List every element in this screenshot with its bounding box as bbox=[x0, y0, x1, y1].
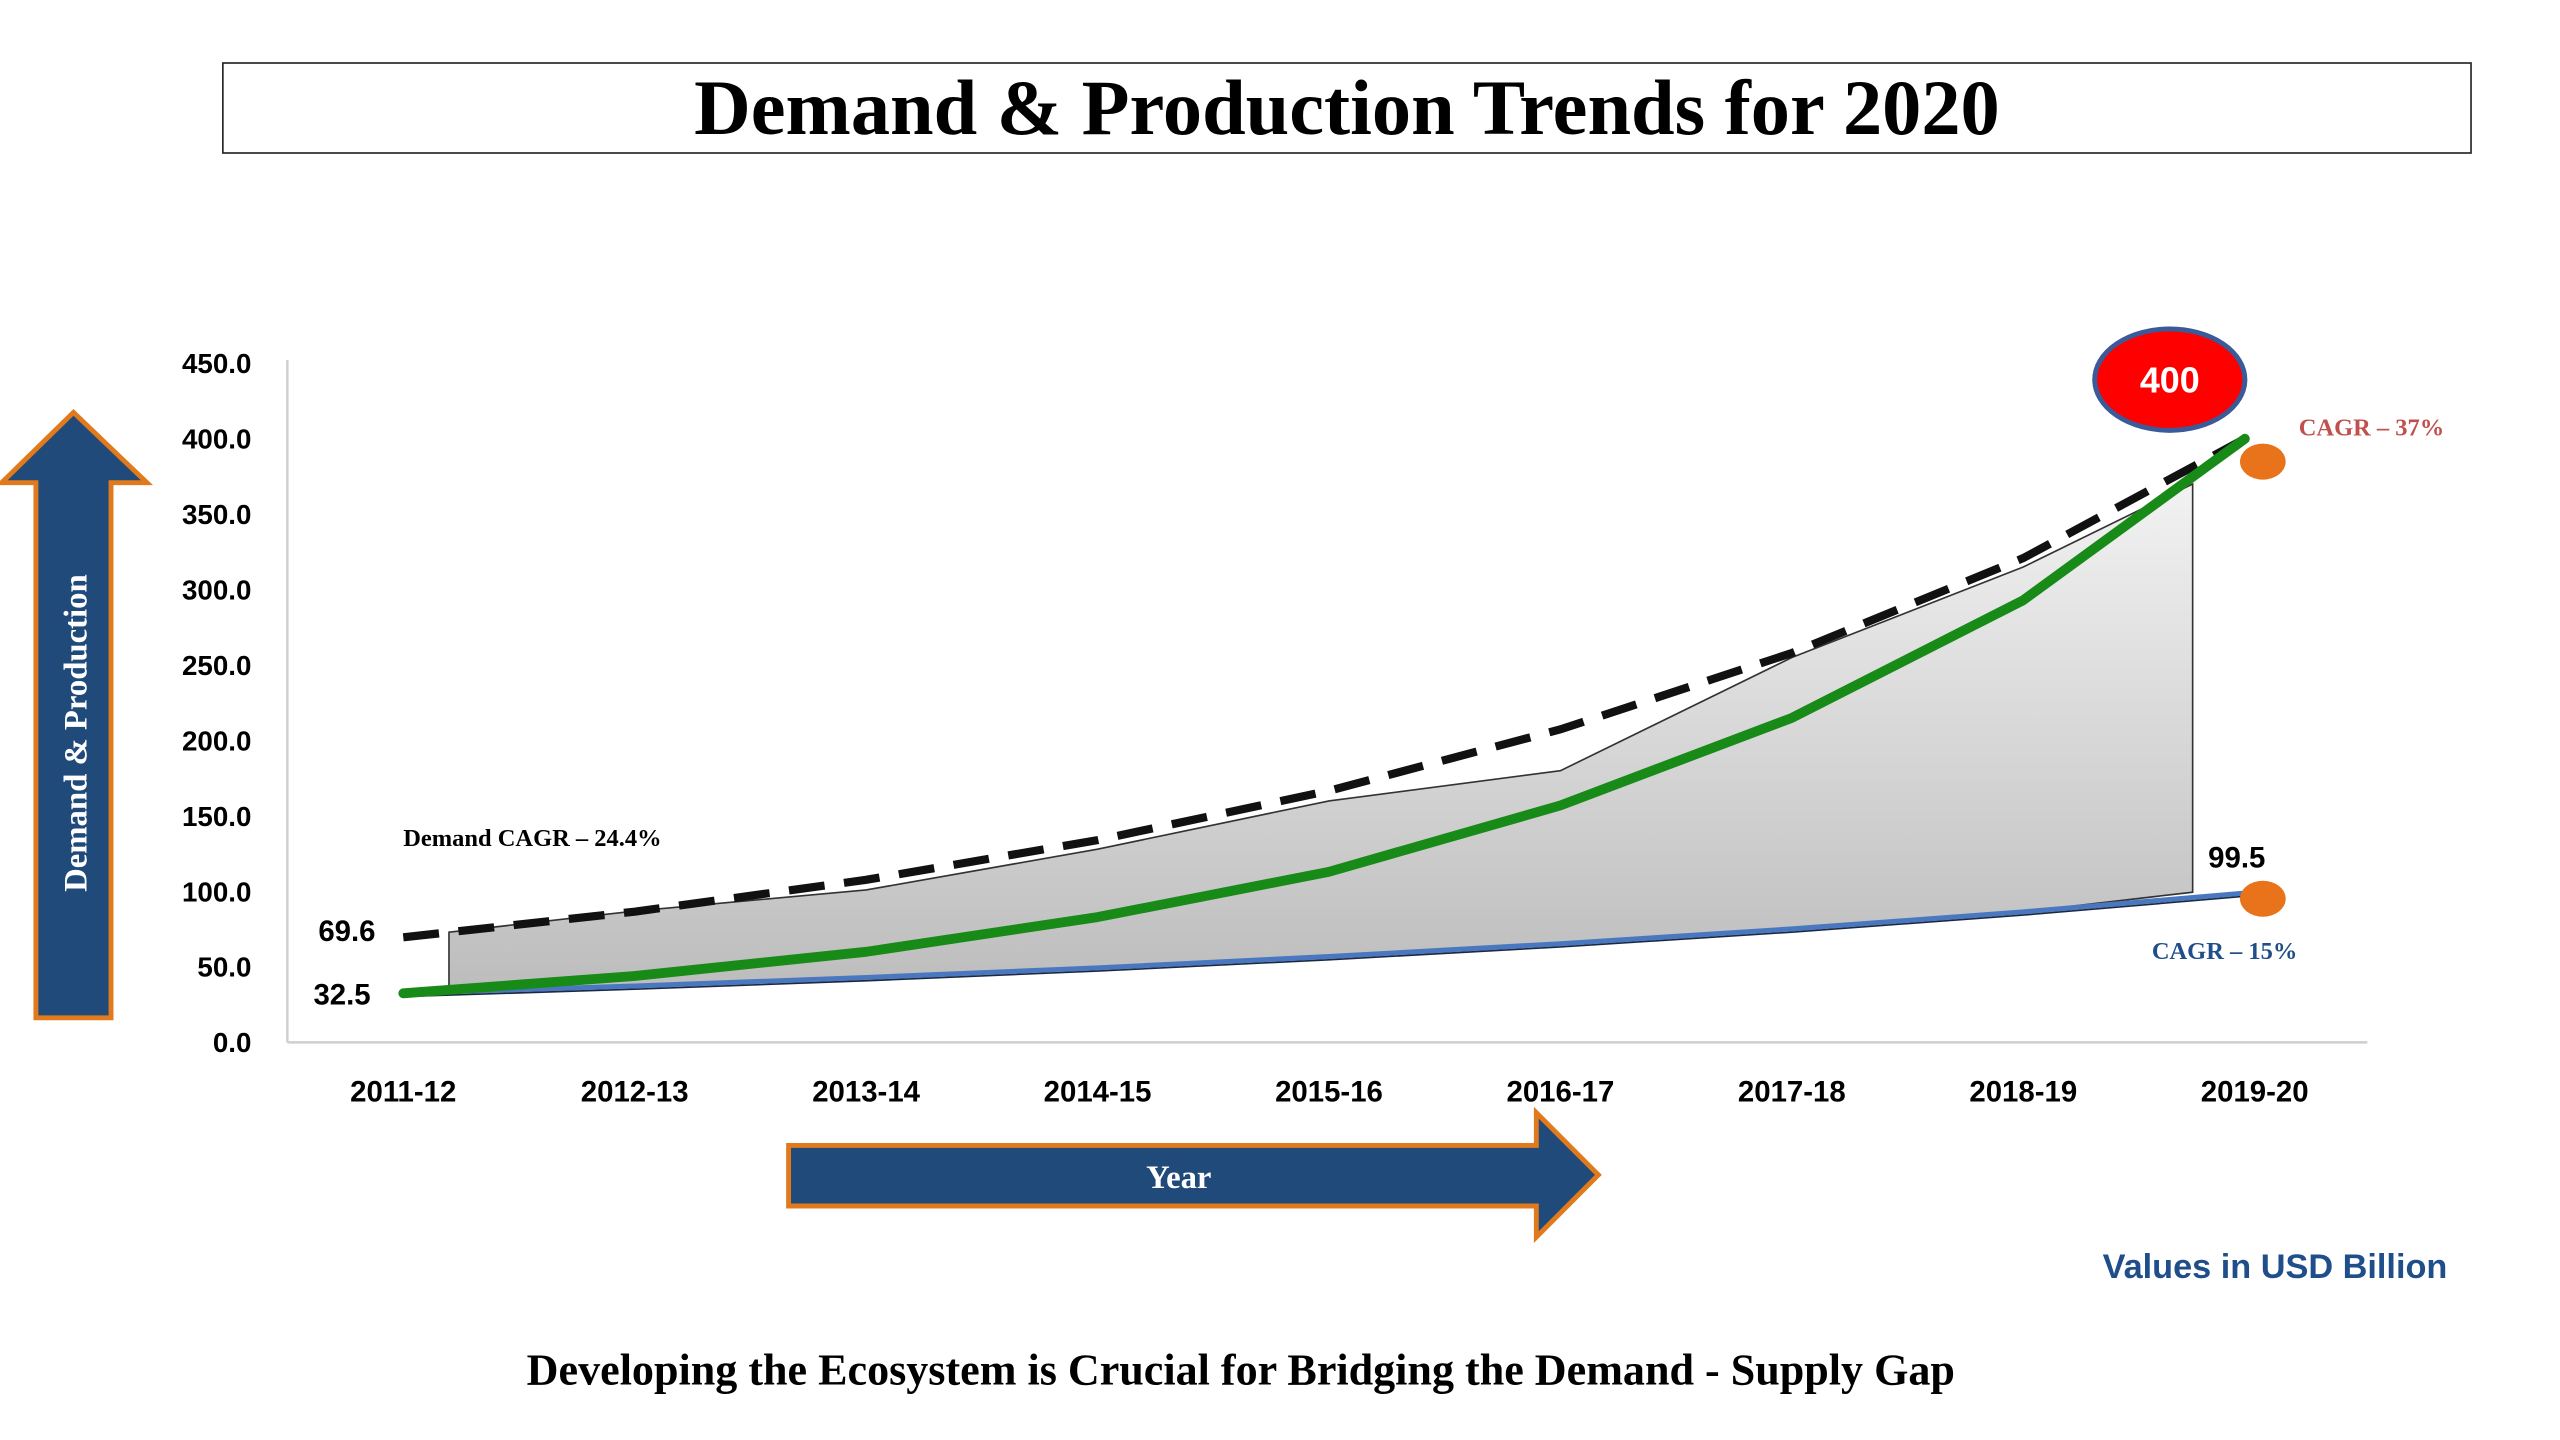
data-label-production-end: 99.5 bbox=[2208, 841, 2265, 874]
demand-cagr-annotation: Demand CAGR – 24.4% bbox=[403, 825, 661, 852]
y-tick-label: 150.0 bbox=[182, 801, 251, 832]
top-end-marker bbox=[2240, 443, 2286, 480]
title-box: Demand & Production Trends for 2020 bbox=[222, 62, 2472, 154]
units-note: Values in USD Billion bbox=[2103, 1248, 2448, 1286]
x-tick-label: 2016-17 bbox=[1507, 1075, 1615, 1108]
demand-trend-dashed-line bbox=[402, 435, 2247, 942]
footer-caption: Developing the Ecosystem is Crucial for … bbox=[526, 1345, 1955, 1395]
value-bubble-label: 400 bbox=[2140, 360, 2200, 401]
cagr-top-annotation: CAGR – 37% bbox=[2299, 414, 2444, 441]
green-series-line bbox=[398, 433, 2250, 999]
x-tick-label: 2014-15 bbox=[1044, 1075, 1152, 1108]
x-tick-label: 2015-16 bbox=[1275, 1075, 1383, 1108]
x-tick-label: 2018-19 bbox=[1969, 1075, 2077, 1108]
page-title: Demand & Production Trends for 2020 bbox=[694, 64, 2000, 152]
y-tick-label: 400.0 bbox=[182, 424, 251, 455]
y-tick-label: 250.0 bbox=[182, 650, 251, 681]
data-label-production-start: 32.5 bbox=[313, 979, 370, 1012]
y-tick-label: 350.0 bbox=[182, 499, 251, 530]
cagr-bottom-annotation: CAGR – 15% bbox=[2152, 938, 2297, 965]
y-tick-label: 50.0 bbox=[197, 952, 251, 983]
gap-area bbox=[448, 482, 2194, 989]
bottom-end-marker bbox=[2240, 880, 2286, 917]
data-label-demand-start: 69.6 bbox=[318, 915, 375, 948]
y-tick-label: 200.0 bbox=[182, 725, 251, 756]
x-tick-label: 2019-20 bbox=[2201, 1075, 2309, 1108]
x-tick-label: 2017-18 bbox=[1738, 1075, 1846, 1108]
y-axis-arrow bbox=[0, 408, 154, 1021]
x-tick-label: 2012-13 bbox=[581, 1075, 689, 1108]
production-series-shadow bbox=[403, 894, 2255, 998]
y-axis-title: Demand & Production bbox=[59, 574, 95, 892]
value-bubble bbox=[2092, 326, 2248, 433]
y-tick-label: 300.0 bbox=[182, 574, 251, 605]
production-series-line bbox=[403, 889, 2255, 996]
x-axis-title: Year bbox=[1146, 1160, 1211, 1196]
x-tick-label: 2011-12 bbox=[350, 1075, 456, 1108]
x-axis-arrow bbox=[786, 1106, 1602, 1244]
y-tick-label: 100.0 bbox=[182, 876, 251, 907]
y-tick-label: 450.0 bbox=[182, 348, 251, 379]
x-tick-label: 2013-14 bbox=[812, 1075, 920, 1108]
y-tick-label: 0.0 bbox=[213, 1027, 252, 1058]
